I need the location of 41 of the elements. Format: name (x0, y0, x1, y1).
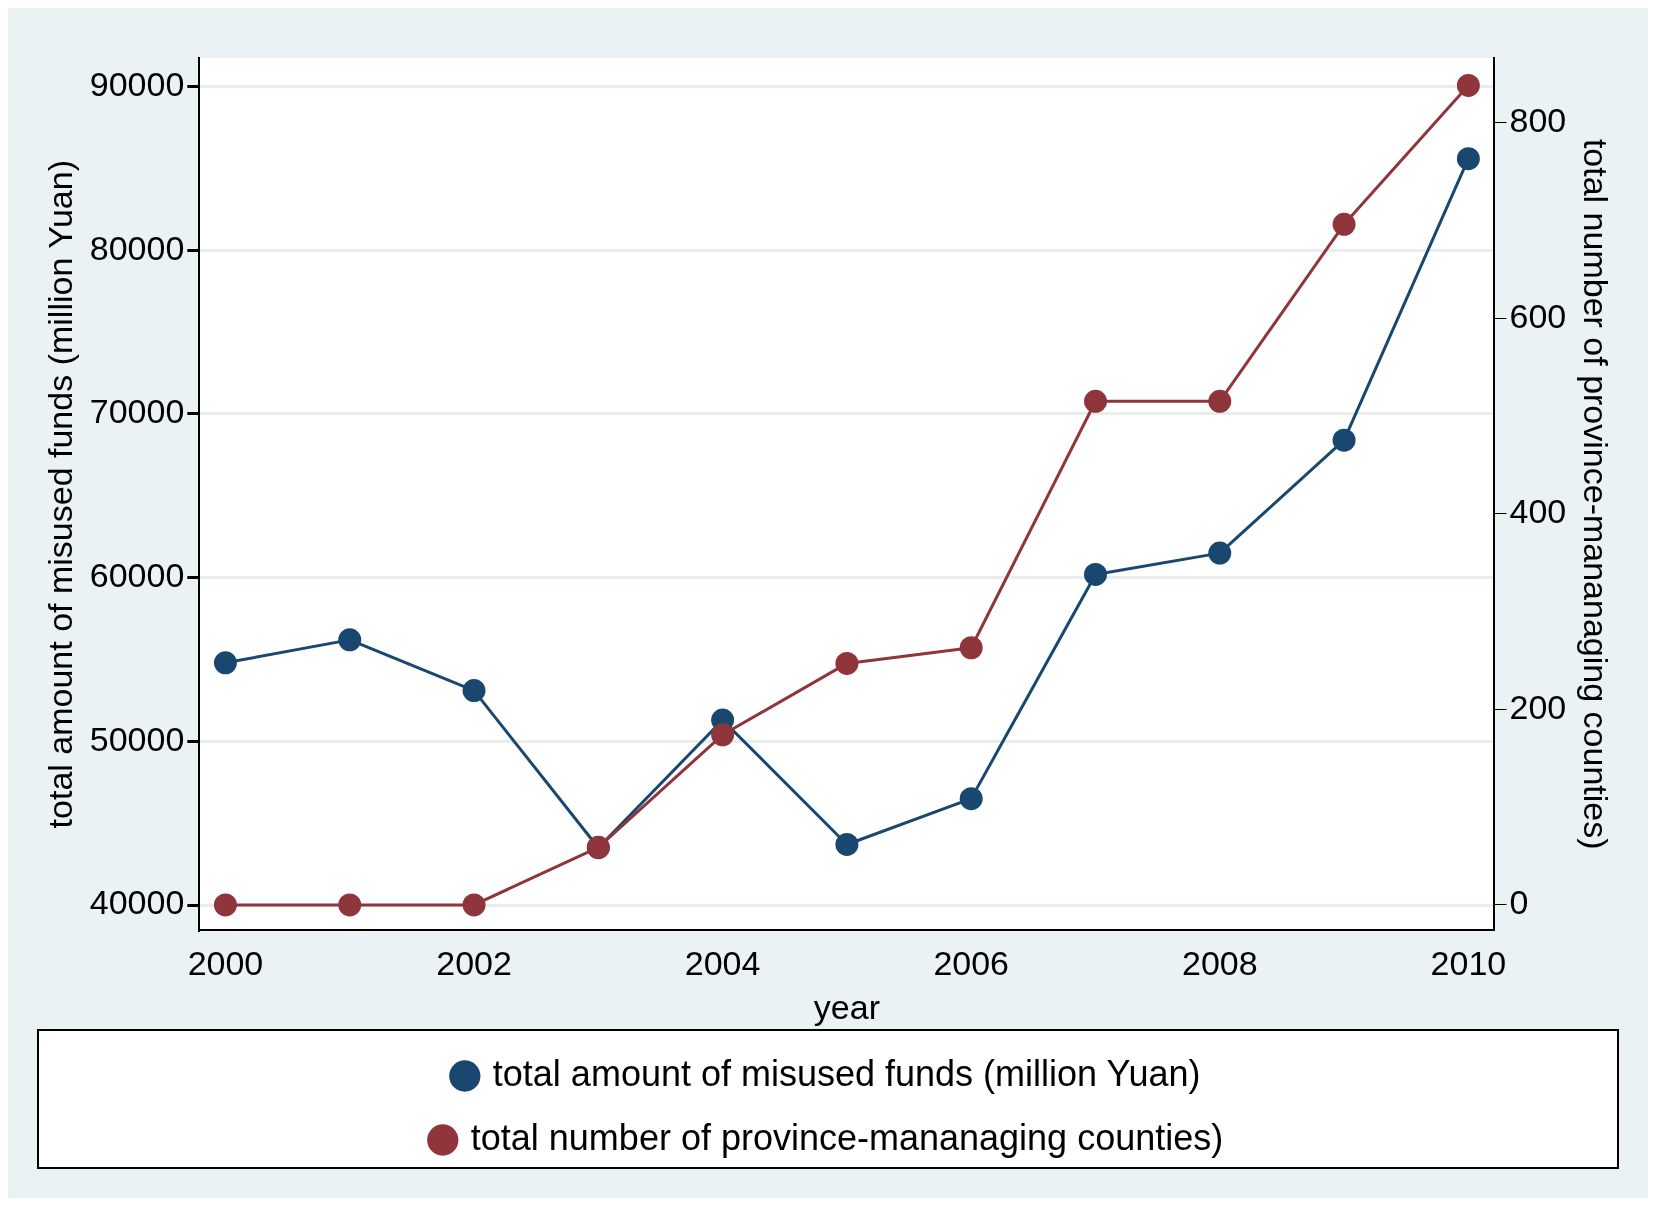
point (1332, 428, 1356, 452)
x-tick-label: 2006 (933, 944, 1010, 983)
y2-tick-label: 200 (1509, 687, 1567, 726)
y2-axis-title: total number of province-mananaging counties) (1577, 138, 1616, 850)
point (338, 893, 362, 917)
point (1083, 562, 1107, 586)
y-tick-label: 80000 (89, 228, 185, 267)
point (462, 893, 486, 917)
point (338, 628, 362, 652)
point (835, 651, 859, 675)
legend-label: total number of province-mananaging counties) (470, 1116, 1224, 1158)
point (1332, 212, 1356, 236)
point (835, 832, 859, 856)
x-axis-title: year (813, 987, 880, 1026)
x-tick-label: 2000 (187, 944, 264, 983)
y-tick-label: 40000 (89, 883, 185, 922)
y2-tick-label: 400 (1509, 492, 1567, 531)
point (711, 723, 735, 747)
point (959, 787, 983, 811)
y2-tick-label: 600 (1509, 296, 1567, 335)
y-axis-title: total amount of misused funds (million Yuan) (40, 160, 79, 829)
y-tick-label: 60000 (89, 556, 185, 595)
point (1083, 389, 1107, 413)
y-tick-label: 90000 (89, 65, 185, 104)
y2-tick-label: 0 (1509, 883, 1529, 922)
y-tick-label: 50000 (89, 719, 185, 758)
point (462, 679, 486, 703)
x-tick-label: 2010 (1430, 944, 1507, 983)
point (1208, 389, 1232, 413)
point (1208, 541, 1232, 565)
x-tick-label: 2002 (436, 944, 512, 983)
point (213, 651, 237, 675)
x-tick-label: 2004 (684, 944, 761, 983)
legend-label: total amount of misused funds (million Yuan) (492, 1052, 1201, 1094)
y-tick-label: 70000 (89, 392, 185, 431)
point (959, 636, 983, 660)
point (213, 893, 237, 917)
y2-tick-label: 800 (1509, 100, 1567, 139)
point (1456, 147, 1480, 171)
point (1456, 73, 1480, 97)
x-tick-label: 2008 (1181, 944, 1258, 983)
